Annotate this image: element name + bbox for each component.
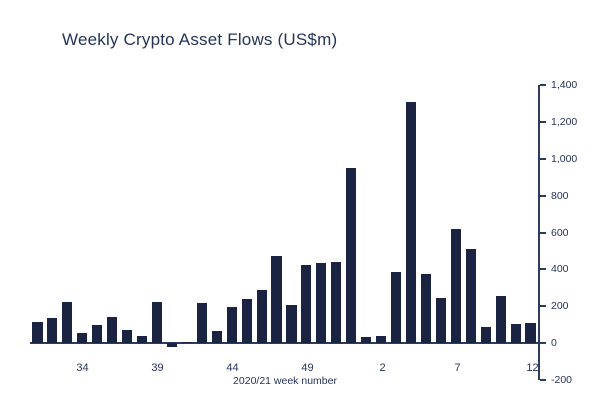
bar-week-2 [376, 335, 387, 344]
bar-week-11 [510, 323, 521, 344]
bar-week-10 [495, 296, 506, 344]
y-axis-tick-label: 1,000 [551, 152, 578, 165]
bar-week-41 [181, 342, 192, 344]
y-axis-tick-label: -200 [551, 374, 573, 386]
y-axis-tick-label: 800 [551, 189, 569, 202]
bar-week-8 [465, 249, 476, 344]
bar-week-33 [62, 301, 73, 344]
bar-week-6 [435, 297, 446, 344]
y-axis-tick-mark [540, 342, 546, 345]
bar-week-32 [47, 318, 58, 344]
y-axis-tick-label: 1,400 [551, 79, 578, 91]
bar-week-46 [256, 289, 267, 344]
y-axis-tick-label: 400 [551, 263, 569, 276]
y-axis-labels: -200 0 200 400 600 800 1,000 1,200 1,400 [540, 79, 600, 386]
y-axis-tick-label: 200 [551, 300, 569, 313]
bar-week-3 [390, 272, 402, 344]
bar-week-48 [286, 305, 297, 344]
bar-week-34 [77, 332, 88, 344]
bar-week-47 [271, 256, 282, 344]
y-axis-tick-mark [540, 268, 546, 271]
bar-week-9 [480, 326, 491, 344]
bar-week-35 [92, 324, 103, 344]
y-axis-tick-mark [540, 194, 546, 197]
bar-week-51 [331, 262, 342, 344]
bar-week-43 [211, 331, 222, 344]
bar-week-7 [450, 228, 461, 344]
bar-week-49 [301, 264, 312, 344]
bar-week-39 [151, 301, 163, 344]
y-axis-tick-label: 600 [551, 226, 569, 239]
y-axis-tick-mark [540, 120, 546, 123]
bar-week-12 [525, 322, 536, 344]
zero-baseline [30, 342, 538, 345]
bar-week-52 [346, 167, 357, 344]
bar-week-45 [241, 298, 252, 344]
bar-week-31 [32, 321, 43, 344]
bar-week-4 [405, 101, 417, 344]
y-axis-tick-mark [540, 84, 546, 86]
plot-area [30, 85, 540, 380]
bar-week-42 [196, 303, 207, 344]
y-axis-tick-mark [540, 231, 546, 234]
bar-week-50 [316, 262, 327, 344]
bar-week-1 [361, 336, 372, 344]
bar-week-40 [166, 343, 178, 347]
y-axis-tick-mark [540, 305, 546, 308]
bar-week-38 [136, 335, 148, 344]
bar-week-36 [107, 317, 118, 344]
y-axis-tick-label: 1,200 [551, 115, 578, 128]
bar-week-44 [226, 307, 237, 344]
y-axis-tick-mark [540, 157, 546, 160]
y-axis-tick-mark [540, 379, 546, 381]
bar-week-37 [122, 330, 133, 344]
chart-title: Weekly Crypto Asset Flows (US$m) [62, 30, 338, 49]
y-axis-tick-label: 0 [551, 337, 557, 350]
x-axis-title: 2020/21 week number [233, 375, 337, 387]
bar-week-5 [420, 273, 432, 344]
